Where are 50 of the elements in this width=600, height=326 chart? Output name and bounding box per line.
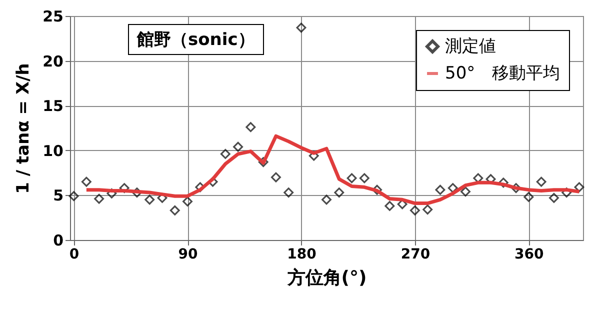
point <box>94 194 104 204</box>
y-tick-label: 5 <box>53 186 64 205</box>
point <box>536 176 546 187</box>
y-tick-label: 25 <box>42 8 64 26</box>
point <box>220 149 230 159</box>
x-tick-label: 0 <box>69 246 80 262</box>
point <box>81 176 92 187</box>
point <box>448 183 458 194</box>
point <box>270 172 281 182</box>
point <box>486 174 496 184</box>
point <box>548 192 559 203</box>
point <box>410 205 420 216</box>
point <box>132 188 142 198</box>
point <box>322 194 332 205</box>
point <box>384 200 395 211</box>
point <box>68 191 79 202</box>
y-axis-title: 1 / tanα = X/h <box>14 63 34 194</box>
y-tick-label: 0 <box>53 232 64 250</box>
point <box>435 184 446 195</box>
point <box>233 142 244 152</box>
point <box>498 178 508 188</box>
x-tick-label: 180 <box>287 246 317 262</box>
point <box>258 157 268 168</box>
legend-label: 50° 移動平均 <box>445 64 560 84</box>
x-tick-label: 360 <box>514 246 544 262</box>
point <box>422 204 433 215</box>
y-tick-label: 20 <box>42 52 64 70</box>
legend-label: 測定値 <box>445 36 496 56</box>
point <box>170 205 180 216</box>
point <box>106 188 117 198</box>
point <box>460 186 470 197</box>
point <box>334 188 344 198</box>
point <box>359 173 370 184</box>
y-tick-label: 15 <box>42 97 64 116</box>
text: 館野（sonic） <box>128 24 264 55</box>
point <box>346 173 357 184</box>
y-tick-label: 10 <box>42 142 64 160</box>
point <box>246 122 256 132</box>
point <box>144 194 155 205</box>
point <box>296 22 306 33</box>
point <box>119 183 130 194</box>
point <box>182 196 192 206</box>
point <box>524 192 534 202</box>
point <box>574 182 584 192</box>
point <box>511 183 522 194</box>
x-tick-label: 90 <box>178 246 198 262</box>
point <box>284 188 294 198</box>
point <box>308 150 319 161</box>
x-axis-title: 方位角(°) <box>286 268 367 288</box>
x-tick-label: 270 <box>400 246 430 262</box>
